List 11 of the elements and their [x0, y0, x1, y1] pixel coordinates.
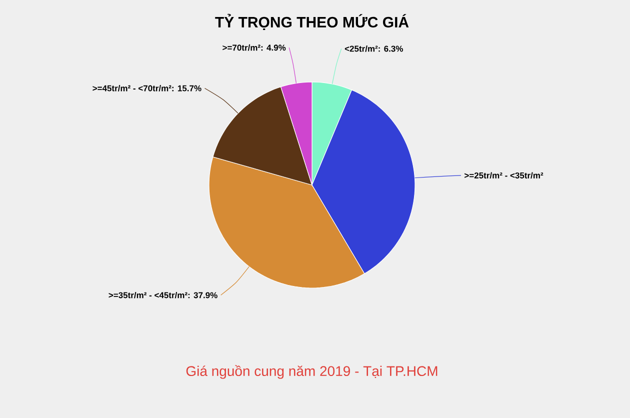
- slice-label: >=70tr/m²: [222, 44, 260, 51]
- chart-title: TỶ TRỌNG THEO MỨC GIÁ: [215, 14, 409, 30]
- text: Giá nguồn cung năm 2019 - Tại TP.HCM: [186, 365, 438, 379]
- slice-label: >=35tr/m² - <45tr/m²: [108, 292, 188, 298]
- data-label: : 15.7%: [172, 85, 202, 92]
- slice-label: <25tr/m²: [344, 45, 378, 52]
- data-label: : 6.3%: [378, 46, 403, 52]
- slice-label: >=25tr/m² - <35tr/m²: [464, 172, 544, 179]
- data-label: : 4.9%: [261, 44, 286, 51]
- data-label: : 37.9%: [188, 292, 218, 298]
- slice-label: >=45tr/m² - <70tr/m²: [92, 85, 172, 92]
